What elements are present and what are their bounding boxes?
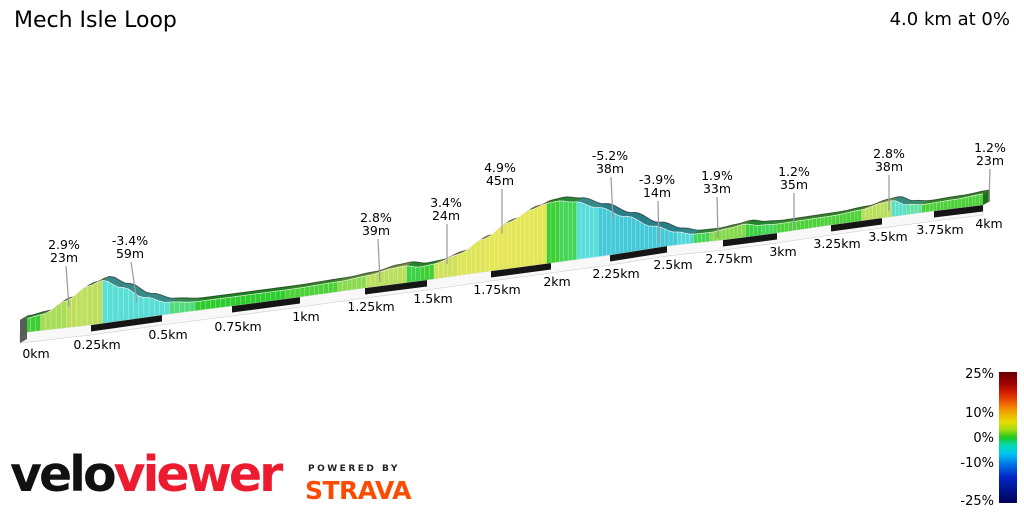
x-axis-tick-label: 2.25km: [592, 266, 639, 281]
callout-label: 1.2% 23m: [974, 140, 1006, 168]
x-axis-tick-label: 0.5km: [148, 327, 187, 342]
x-axis-tick-label: 0.75km: [214, 319, 261, 334]
profile-top-surface: [19, 189, 991, 321]
powered-by-label: POWERED BY: [308, 464, 400, 474]
gradient-callout: 1.2% 35m: [778, 164, 810, 229]
gradient-legend: 25% 10% 0% -10% -25%: [960, 367, 1017, 509]
gradient-callout: 2.8% 39m: [360, 210, 392, 283]
veloviewer-logo-viewer: viewer: [113, 446, 284, 503]
callout-label: 2.8% 38m: [873, 146, 905, 174]
x-axis-tick-label: 1.25km: [347, 299, 394, 314]
x-axis-tick-label: 1.75km: [473, 282, 520, 297]
gradient-callout: -3.4% 59m: [112, 233, 148, 303]
x-axis-tick-label: 0.25km: [73, 337, 120, 352]
x-axis-tick-label: 3.25km: [813, 236, 860, 251]
legend-tick-label: -25%: [960, 494, 994, 509]
gradient-callouts: 2.9% 23m -3.4% 59m 2.8% 39m 3.4% 24m 4.9% 45m -5.2…: [48, 140, 1006, 308]
legend-colorbar: [999, 372, 1017, 503]
callout-label: 2.9% 23m: [48, 237, 80, 265]
gradient-callout: 1.2% 23m: [974, 140, 1006, 202]
x-axis-tick-label: 0km: [22, 346, 49, 361]
profile-end-caps: [20, 190, 990, 343]
x-axis-tick-label: 2km: [543, 274, 570, 289]
x-axis-tick-label: 4km: [975, 216, 1002, 231]
strava-logo: STRAVA: [305, 476, 411, 505]
legend-tick-label: -10%: [960, 456, 994, 471]
profile-front-face: [19, 193, 984, 334]
page-title: Mech Isle Loop: [14, 8, 177, 33]
gradient-callout: 2.8% 38m: [873, 146, 905, 211]
callout-label: -5.2% 38m: [592, 148, 628, 176]
callout-label: 1.2% 35m: [778, 164, 810, 192]
x-axis-tick-label: 3km: [769, 244, 796, 259]
x-axis-tick-label: 1.5km: [413, 291, 452, 306]
x-axis-tick-label: 2.5km: [653, 257, 692, 272]
route-distance-gradient-summary: 4.0 km at 0%: [889, 9, 1010, 30]
legend-tick-label: 10%: [965, 406, 994, 421]
callout-label: 1.9% 33m: [701, 168, 733, 196]
gradient-callout: 4.9% 45m: [484, 160, 516, 234]
gradient-callout: 1.9% 33m: [701, 168, 733, 239]
x-axis-tick-label: 3.75km: [916, 222, 963, 237]
x-axis-tick-label: 3.5km: [868, 229, 907, 244]
callout-label: 2.8% 39m: [360, 210, 392, 238]
veloviewer-logo: veloviewer: [10, 450, 283, 499]
x-axis-tick-label: 2.75km: [705, 251, 752, 266]
gradient-callout: -3.9% 14m: [639, 172, 675, 244]
legend-tick-label: 0%: [973, 431, 994, 446]
gradient-callout: -5.2% 38m: [592, 148, 628, 220]
x-axis-labels: 0km 0.25km 0.5km 0.75km 1km 1.25km 1.5km 1.75km…: [22, 216, 1002, 361]
legend-tick-label: 25%: [965, 367, 994, 382]
gradient-callout: 3.4% 24m: [430, 195, 462, 264]
callout-label: 3.4% 24m: [430, 195, 462, 223]
callout-label: -3.4% 59m: [112, 233, 148, 261]
veloviewer-logo-velo: velo: [10, 446, 117, 503]
gradient-callout: 2.9% 23m: [48, 237, 80, 308]
callout-label: 4.9% 45m: [484, 160, 516, 188]
x-axis-tick-label: 1km: [292, 309, 319, 324]
callout-label: -3.9% 14m: [639, 172, 675, 200]
